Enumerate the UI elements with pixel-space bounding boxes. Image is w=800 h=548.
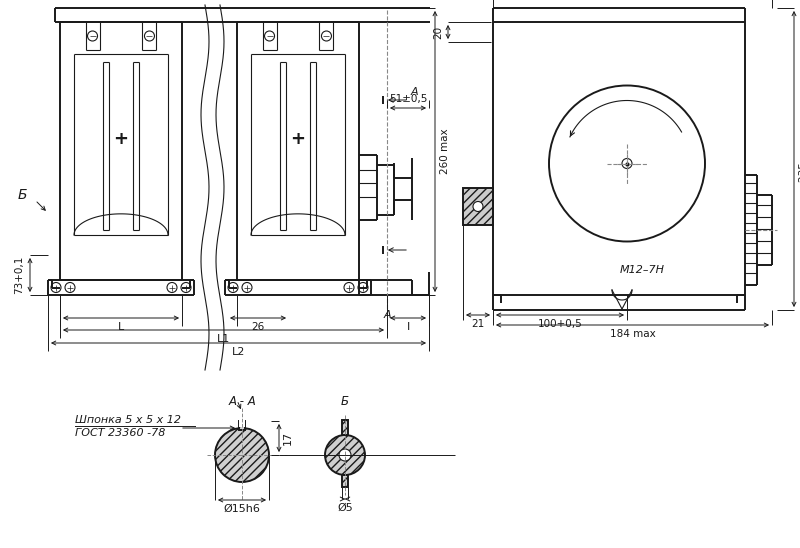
Text: A: A — [411, 87, 418, 97]
Text: L1: L1 — [217, 334, 230, 344]
Text: 17: 17 — [283, 431, 293, 445]
Text: ГОСТ 23360 -78: ГОСТ 23360 -78 — [75, 428, 166, 438]
Text: 73+0,1: 73+0,1 — [14, 256, 24, 294]
Text: 235 max: 235 max — [799, 136, 800, 182]
Text: Ø15h6: Ø15h6 — [223, 504, 261, 514]
Circle shape — [215, 428, 269, 482]
Bar — [239, 421, 245, 430]
Text: 260 max: 260 max — [440, 129, 450, 174]
Text: Б: Б — [341, 395, 349, 408]
Text: +: + — [290, 130, 306, 149]
Text: L: L — [118, 322, 124, 332]
Text: Ø5: Ø5 — [337, 503, 353, 513]
Text: A: A — [383, 310, 391, 320]
Circle shape — [325, 435, 365, 475]
Text: Шпонка 5 x 5 x 12: Шпонка 5 x 5 x 12 — [75, 415, 181, 425]
Circle shape — [339, 449, 351, 461]
Bar — [342, 475, 348, 487]
Text: Б: Б — [18, 188, 26, 202]
Bar — [342, 420, 348, 435]
Text: 26: 26 — [251, 322, 265, 332]
Text: L2: L2 — [232, 347, 245, 357]
Text: 51±0,5: 51±0,5 — [389, 94, 427, 104]
Text: A - A: A - A — [228, 395, 256, 408]
Bar — [239, 420, 245, 427]
Text: 184 max: 184 max — [610, 329, 655, 339]
Circle shape — [473, 202, 483, 212]
Text: 20: 20 — [433, 25, 443, 38]
Text: M12–7Н: M12–7Н — [619, 265, 665, 275]
Text: +: + — [114, 130, 129, 149]
Bar — [463, 188, 493, 225]
Text: 100+0,5: 100+0,5 — [538, 319, 582, 329]
Text: I: I — [406, 322, 410, 332]
Text: 21: 21 — [471, 319, 485, 329]
